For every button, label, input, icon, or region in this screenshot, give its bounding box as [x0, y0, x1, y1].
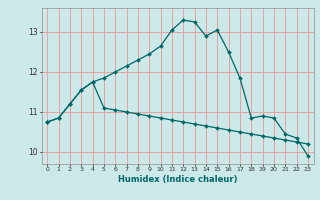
- X-axis label: Humidex (Indice chaleur): Humidex (Indice chaleur): [118, 175, 237, 184]
